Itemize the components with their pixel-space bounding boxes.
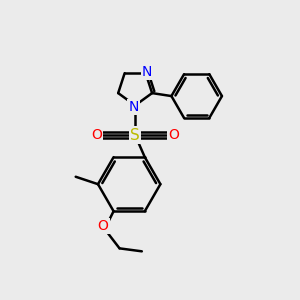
Text: S: S <box>130 128 140 142</box>
Text: N: N <box>128 100 139 114</box>
Text: O: O <box>168 128 179 142</box>
Text: O: O <box>91 128 102 142</box>
Text: O: O <box>98 219 109 233</box>
Text: N: N <box>142 65 152 79</box>
